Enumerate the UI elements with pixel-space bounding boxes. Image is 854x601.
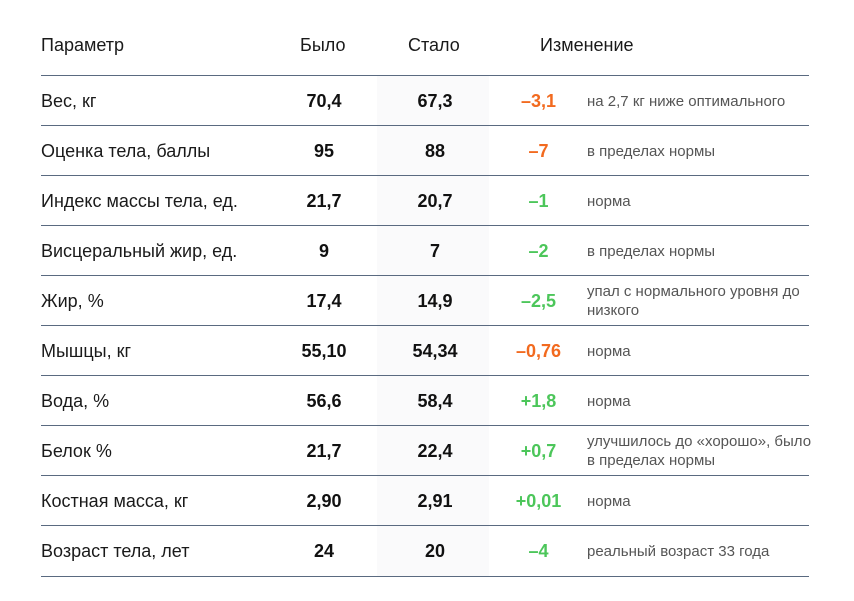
change-cell: +1,8 <box>520 390 557 411</box>
table-row: Возраст тела, лет 24 20 –4 реальный возр… <box>41 525 809 577</box>
param-cell: Вес, кг <box>41 90 97 111</box>
change-cell: –2,5 <box>520 290 557 311</box>
table-row: Вода, % 56,6 58,4 +1,8 норма <box>41 375 809 426</box>
now-cell: 88 <box>424 140 446 161</box>
was-cell: 24 <box>313 540 335 561</box>
now-cell: 54,34 <box>412 340 458 361</box>
note-cell: упал с нормального уровня до низкого <box>587 283 800 319</box>
table-header: Параметр Было Стало Изменение <box>0 0 854 75</box>
table-row: Оценка тела, баллы 95 88 –7 в пределах н… <box>41 125 809 176</box>
was-cell: 21,7 <box>306 440 342 461</box>
note-cell: норма <box>587 392 631 410</box>
param-cell: Оценка тела, баллы <box>41 140 211 161</box>
change-cell: –1 <box>528 190 549 211</box>
now-cell: 2,91 <box>417 490 453 511</box>
was-cell: 2,90 <box>306 490 342 511</box>
param-cell: Вода, % <box>41 390 110 411</box>
change-cell: –3,1 <box>520 90 557 111</box>
header-now: Стало <box>408 35 460 55</box>
now-cell: 20 <box>424 540 446 561</box>
note-cell: норма <box>587 342 631 360</box>
header-param: Параметр <box>41 35 125 55</box>
note-cell: в пределах нормы <box>587 242 716 260</box>
now-cell: 14,9 <box>417 290 453 311</box>
table-row: Жир, % 17,4 14,9 –2,5 упал с нормального… <box>41 275 809 326</box>
param-cell: Мышцы, кг <box>41 340 132 361</box>
table-row: Белок % 21,7 22,4 +0,7 улучшилось до «хо… <box>41 425 811 476</box>
now-cell: 67,3 <box>417 90 453 111</box>
change-cell: +0,01 <box>515 490 562 511</box>
note-cell: на 2,7 кг ниже оптимального <box>587 92 786 110</box>
was-cell: 55,10 <box>301 340 347 361</box>
header-change: Изменение <box>540 35 634 55</box>
now-cell: 20,7 <box>417 190 453 211</box>
change-cell: –4 <box>528 540 549 561</box>
param-cell: Костная масса, кг <box>41 490 189 511</box>
note-cell: улучшилось до «хорошо», было в пределах … <box>587 433 812 469</box>
table-row: Индекс массы тела, ед. 21,7 20,7 –1 норм… <box>41 175 809 226</box>
note-cell: норма <box>587 192 631 210</box>
was-cell: 56,6 <box>306 390 342 411</box>
table-row: Костная масса, кг 2,90 2,91 +0,01 норма <box>41 475 809 526</box>
change-cell: +0,7 <box>520 440 557 461</box>
change-cell: –2 <box>528 240 549 261</box>
now-cell: 22,4 <box>417 440 453 461</box>
change-cell: –7 <box>528 140 549 161</box>
param-cell: Висцеральный жир, ед. <box>41 240 238 261</box>
was-cell: 95 <box>313 140 335 161</box>
param-cell: Белок % <box>41 440 112 461</box>
param-cell: Индекс массы тела, ед. <box>41 190 238 211</box>
was-cell: 17,4 <box>306 290 342 311</box>
table-row: Мышцы, кг 55,10 54,34 –0,76 норма <box>41 325 809 376</box>
header-was: Было <box>300 35 346 55</box>
was-cell: 9 <box>318 240 329 261</box>
was-cell: 21,7 <box>306 190 342 211</box>
change-cell: –0,76 <box>515 340 562 361</box>
note-cell: реальный возраст 33 года <box>587 542 770 560</box>
note-cell: норма <box>587 492 631 510</box>
note-cell: в пределах нормы <box>587 142 716 160</box>
param-cell: Возраст тела, лет <box>41 540 190 561</box>
table-row: Вес, кг 70,4 67,3 –3,1 на 2,7 кг ниже оп… <box>41 75 809 126</box>
now-cell: 7 <box>429 240 440 261</box>
was-cell: 70,4 <box>306 90 342 111</box>
now-cell: 58,4 <box>417 390 453 411</box>
table-row: Висцеральный жир, ед. 9 7 –2 в пределах … <box>41 225 809 276</box>
param-cell: Жир, % <box>41 290 104 311</box>
